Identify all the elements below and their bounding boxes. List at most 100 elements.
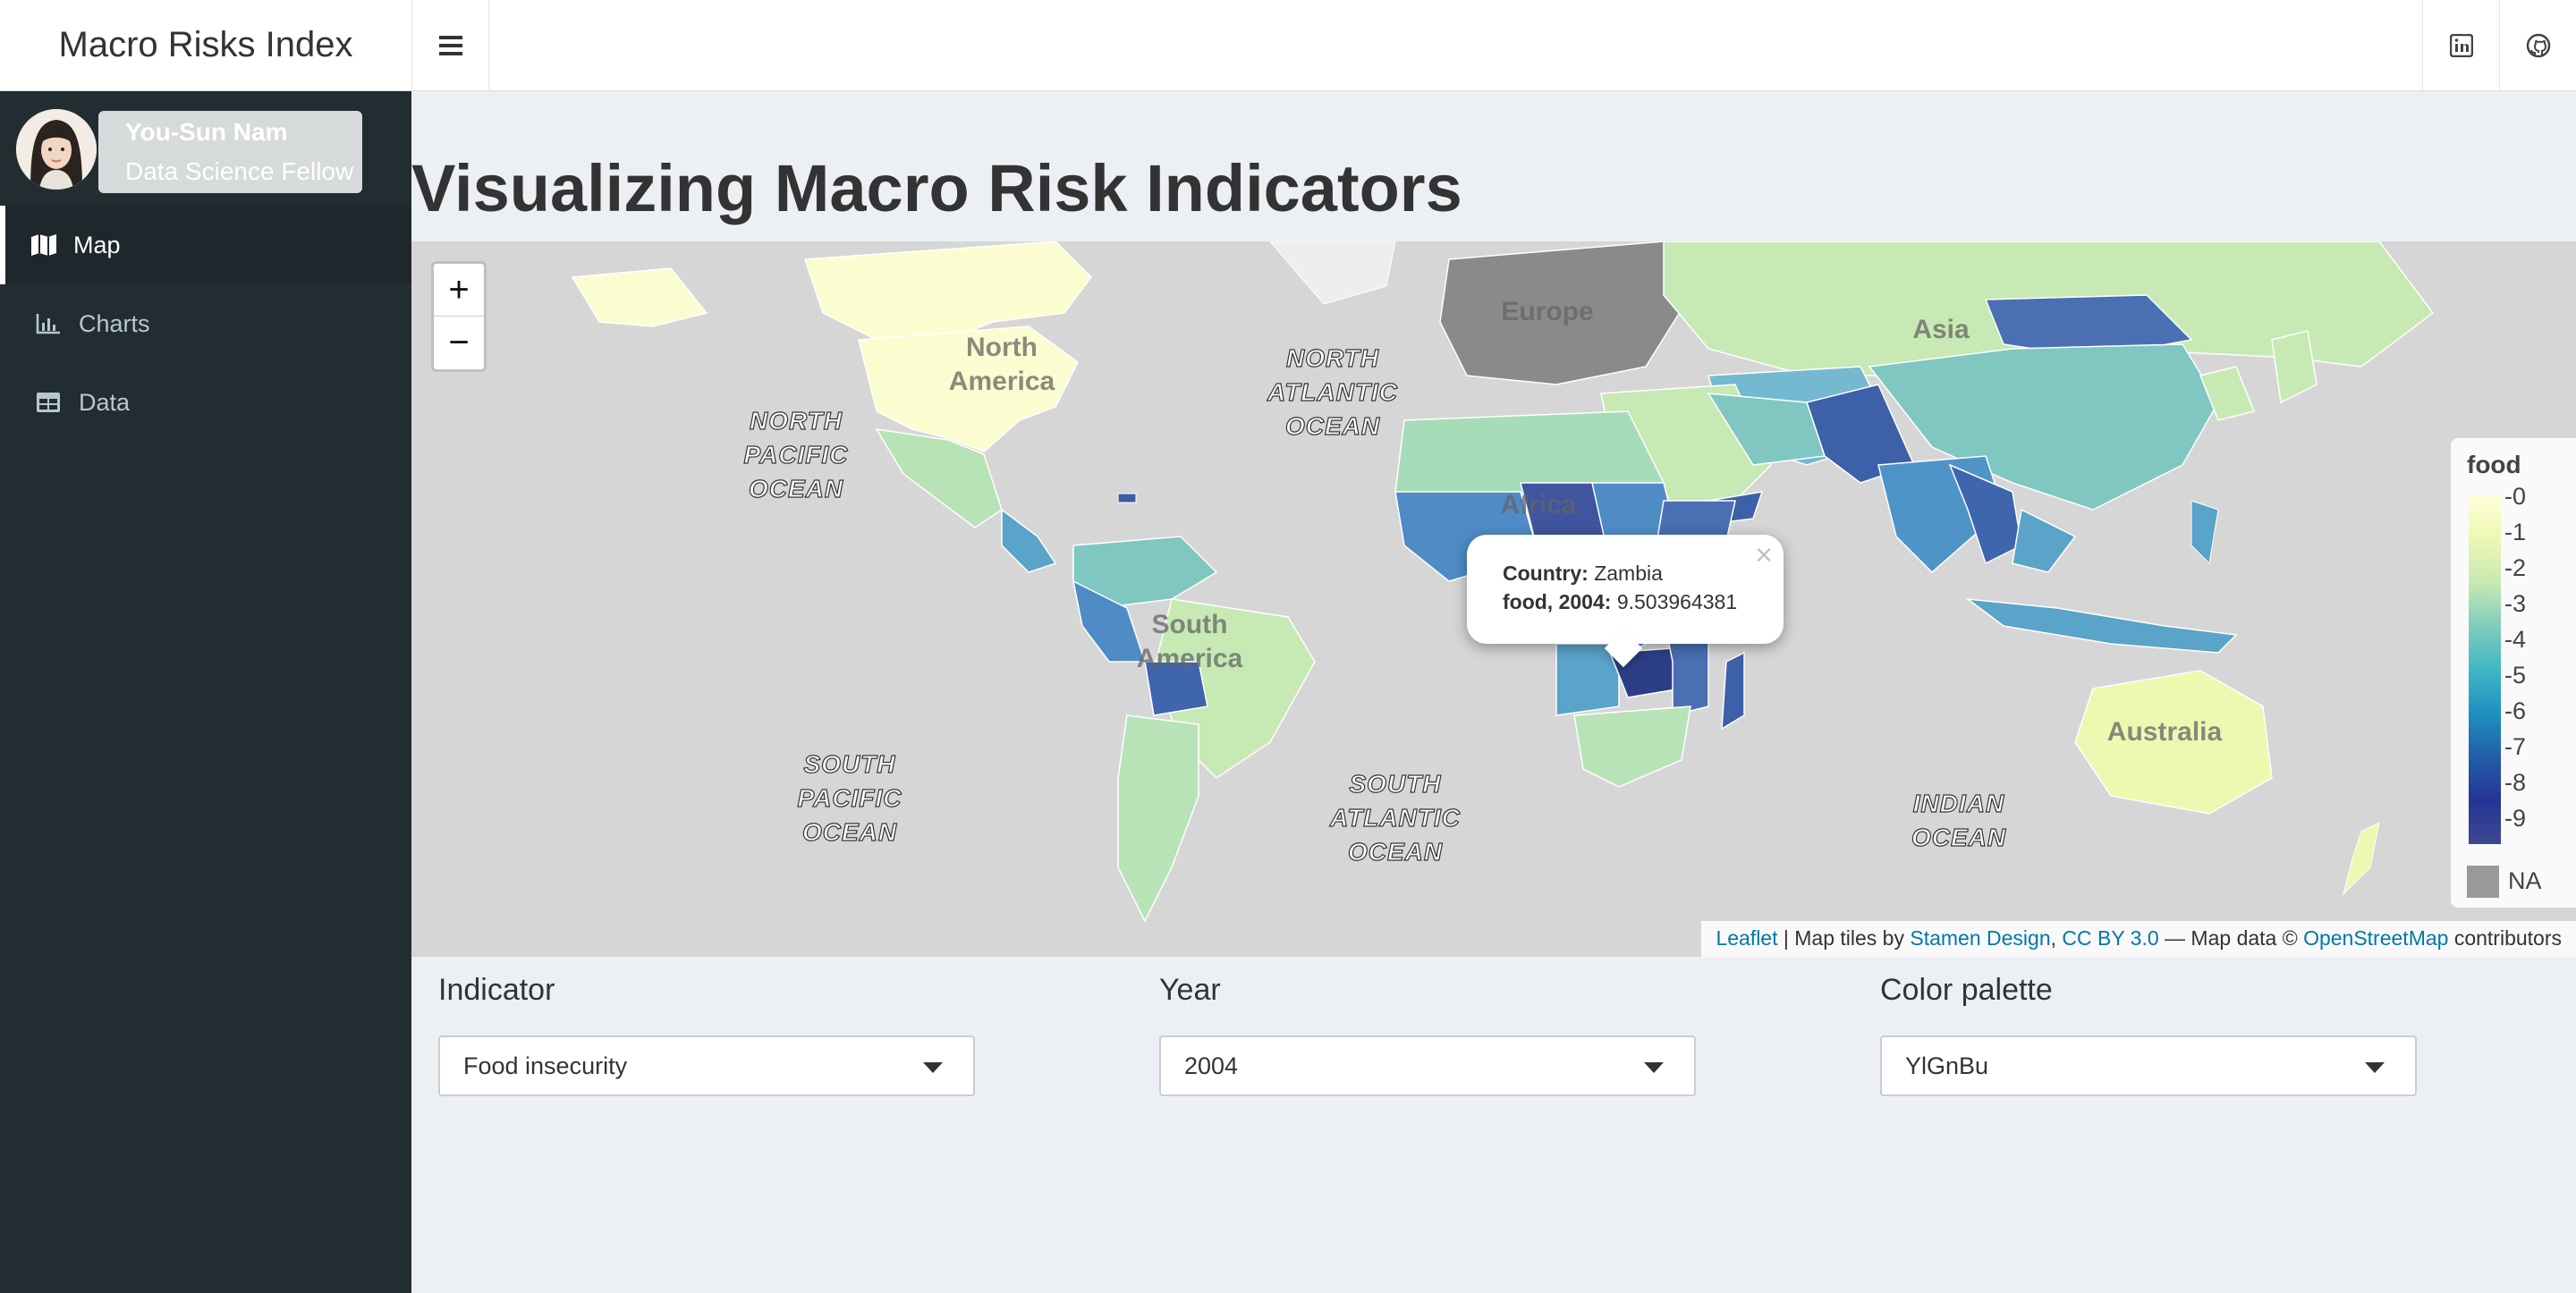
map-legend: food -0 -1 -2 -3 -4 -5 -6 -7 -8 -9 NA	[2451, 438, 2576, 908]
chevron-down-icon	[2365, 1062, 2385, 1073]
legend-tick: -6	[2504, 697, 2527, 724]
ocean-label: NORTH PACIFIC OCEAN	[743, 406, 849, 503]
continent-label: Asia	[1912, 315, 1970, 344]
continent-label: Africa	[1500, 490, 1577, 520]
choropleth-layer	[571, 241, 2435, 923]
country-usa	[858, 325, 1079, 452]
legend-tick: -8	[2504, 769, 2527, 796]
app-title[interactable]: Macro Risks Index	[0, 0, 411, 91]
sidebar-item-label: Data	[79, 388, 131, 416]
continent-label: South America	[1136, 610, 1243, 673]
country-southeast-asia	[2012, 508, 2077, 573]
user-name: You-Sun Nam	[125, 118, 288, 146]
zoom-control: + −	[431, 261, 487, 372]
country-argentina-chile	[1117, 714, 1199, 923]
popup-value: food, 2004: 9.503964381	[1503, 590, 1738, 613]
app-title-text: Macro Risks Index	[58, 25, 353, 64]
country-madagascar	[1721, 651, 1745, 731]
main-content: Visualizing Macro Risk Indicators	[411, 91, 2576, 1293]
page-title: Visualizing Macro Risk Indicators	[411, 151, 1462, 225]
zoom-in-button[interactable]: +	[434, 264, 484, 317]
github-icon	[2526, 33, 2550, 58]
indicator-label: Indicator	[438, 973, 555, 1007]
stamen-link[interactable]: Stamen Design	[1910, 926, 2051, 950]
linkedin-icon	[2449, 34, 2473, 57]
country-mexico	[875, 428, 1003, 528]
palette-label: Color palette	[1880, 973, 2053, 1007]
attribution-text: contributors	[2453, 926, 2562, 950]
country-australia	[2074, 670, 2273, 815]
attribution-text: — Map data ©	[2165, 926, 2298, 950]
continent-label: North America	[948, 333, 1055, 396]
country-haiti	[1117, 493, 1137, 503]
top-navbar	[411, 0, 2576, 91]
avatar-image	[16, 109, 97, 190]
ocean-label: SOUTH PACIFIC OCEAN	[797, 749, 902, 846]
country-bolivia	[1144, 661, 1208, 716]
legend-tick: -9	[2504, 805, 2527, 832]
linkedin-button[interactable]	[2422, 0, 2499, 91]
leaflet-link[interactable]: Leaflet	[1716, 926, 1778, 950]
country-central-america	[1001, 508, 1057, 573]
indicator-select[interactable]: Food insecurity	[438, 1035, 975, 1096]
year-value: 2004	[1184, 1052, 1239, 1079]
palette-control: Color palette YlGnBu	[1880, 973, 2417, 1096]
osm-link[interactable]: OpenStreetMap	[2303, 926, 2449, 950]
indicator-value: Food insecurity	[463, 1052, 628, 1079]
chevron-down-icon	[1644, 1062, 1664, 1073]
sidebar-item-charts[interactable]: Charts	[0, 284, 411, 363]
map-icon	[30, 230, 61, 260]
sidebar-item-data[interactable]: Data	[0, 363, 411, 442]
chevron-down-icon	[923, 1062, 943, 1073]
country-alaska	[571, 267, 708, 327]
legend-tick: -7	[2504, 733, 2527, 760]
country-new-zealand	[2343, 822, 2380, 896]
sidebar-item-label: Map	[73, 231, 121, 258]
ocean-label: INDIAN OCEAN	[1911, 789, 2007, 851]
country-philippines	[2190, 500, 2219, 565]
year-label: Year	[1159, 973, 1221, 1007]
user-info: You-Sun Nam Data Science Fellow	[98, 111, 362, 193]
sidebar-toggle-button[interactable]	[412, 0, 489, 91]
land-greenland	[1269, 241, 1396, 305]
palette-select[interactable]: YlGnBu	[1880, 1035, 2417, 1096]
legend-color-ramp	[2469, 495, 2501, 844]
sidebar: You-Sun Nam Data Science Fellow Map Char…	[0, 91, 411, 1293]
legend-tick: -3	[2504, 590, 2527, 617]
palette-value: YlGnBu	[1905, 1052, 1989, 1079]
sidebar-item-label: Charts	[79, 309, 150, 337]
country-peru	[1072, 579, 1147, 663]
country-korea-japan	[2199, 330, 2318, 421]
country-southern-africa	[1573, 706, 1691, 788]
continent-label: Australia	[2106, 717, 2223, 747]
license-link[interactable]: CC BY 3.0	[2062, 926, 2159, 950]
legend-tick: -2	[2504, 554, 2527, 581]
bar-chart-icon	[36, 308, 66, 339]
table-icon	[36, 387, 66, 418]
legend-tick: -4	[2504, 626, 2527, 653]
map-controls: Indicator Food insecurity Year 2004 Colo…	[411, 957, 2576, 1293]
user-role: Data Science Fellow	[125, 157, 354, 185]
country-angola	[1555, 643, 1620, 716]
sidebar-item-map[interactable]: Map	[0, 206, 411, 284]
country-myanmar-laos	[1948, 463, 2022, 565]
zoom-out-button[interactable]: −	[448, 323, 470, 362]
attribution-sep: ,	[2050, 926, 2057, 950]
user-panel: You-Sun Nam Data Science Fellow	[0, 91, 411, 206]
year-control: Year 2004	[1159, 973, 1696, 1096]
ocean-label: SOUTH ATLANTIC OCEAN	[1329, 769, 1461, 866]
github-button[interactable]	[2499, 0, 2576, 91]
leaflet-map[interactable]: + − NORTH PACIFIC OCEAN NORTH ATLANTIC OCEAN…	[411, 241, 2576, 957]
country-canada	[803, 241, 1092, 341]
popup-close-button[interactable]: ×	[1755, 538, 1773, 572]
map-attribution: Leaflet | Map tiles by Stamen Design, CC…	[1701, 921, 2576, 957]
legend-tick: -0	[2504, 483, 2527, 510]
year-select[interactable]: 2004	[1159, 1035, 1696, 1096]
attribution-text: | Map tiles by	[1783, 926, 1904, 950]
country-indonesia	[1965, 597, 2238, 654]
legend-title: food	[2467, 451, 2521, 478]
continent-label: Europe	[1501, 297, 1594, 326]
country-iran	[1707, 393, 1826, 466]
legend-tick: -5	[2504, 662, 2527, 689]
hamburger-icon	[438, 36, 462, 55]
